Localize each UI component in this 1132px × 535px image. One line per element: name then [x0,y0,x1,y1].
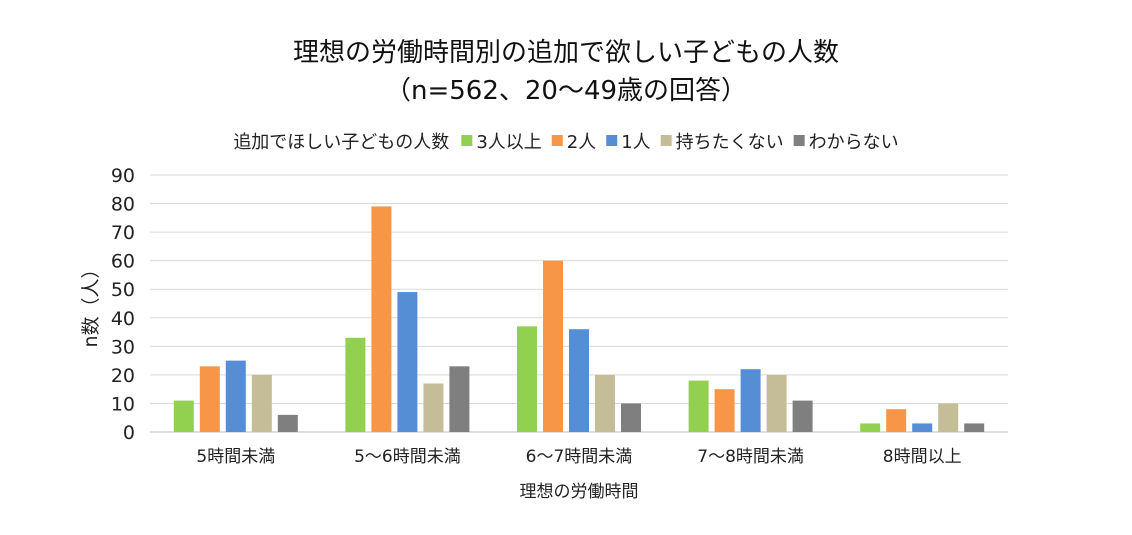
y-tick-label: 0 [123,422,135,444]
bar [938,403,959,432]
bar [621,403,641,432]
legend-swatch [660,135,672,146]
bar [449,366,470,432]
legend-label: 持ちたくない [676,132,784,153]
y-axis-title: n数（人） [80,259,102,347]
bar [688,380,709,432]
bar [569,329,589,432]
x-tick-label: 8時間以上 [883,447,962,467]
bar [517,326,537,432]
y-tick-label: 70 [111,222,135,244]
bar [740,369,761,432]
legend-swatch [461,135,473,146]
y-tick-label: 60 [111,251,135,273]
bar [766,374,787,432]
bar [792,400,813,432]
legend-label: 1人 [621,132,650,153]
bar [886,409,907,432]
bar [173,400,194,432]
x-tick-label: 5～6時間未満 [354,447,461,467]
bar [225,360,246,432]
bar [345,337,366,432]
y-tick-label: 20 [111,365,135,387]
bar [277,414,298,432]
x-tick-label: 5時間未満 [196,447,275,467]
legend-title: 追加でほしい子どもの人数 [233,132,449,153]
bar [251,374,272,432]
y-tick-label: 30 [111,336,135,358]
y-tick-label: 10 [111,393,135,415]
y-tick-label: 90 [111,165,135,187]
x-tick-label: 7～8時間未満 [697,447,804,467]
y-tick-label: 50 [111,279,135,301]
bar [423,383,444,432]
chart-title-line-2: （n=562、20～49歳の回答） [384,76,748,106]
y-tick-label: 40 [111,308,135,330]
bar [595,374,615,432]
bar [964,423,985,432]
bar [397,292,418,432]
legend-swatch [606,135,618,146]
x-tick-label: 6～7時間未満 [526,447,633,467]
bar [199,366,220,432]
bar [714,389,735,432]
legend-swatch [551,135,563,146]
chart-title-line-1: 理想の労働時間別の追加で欲しい子どもの人数 [292,38,839,68]
legend-swatch [793,135,805,146]
legend-label: 2人 [567,132,596,153]
bar [860,423,881,432]
x-axis-title: 理想の労働時間 [520,482,639,502]
legend-label: わからない [809,132,899,153]
bar [912,423,933,432]
bar [543,260,563,432]
y-tick-label: 80 [111,194,135,216]
bar [371,206,392,432]
legend-label: 3人以上 [476,132,541,153]
